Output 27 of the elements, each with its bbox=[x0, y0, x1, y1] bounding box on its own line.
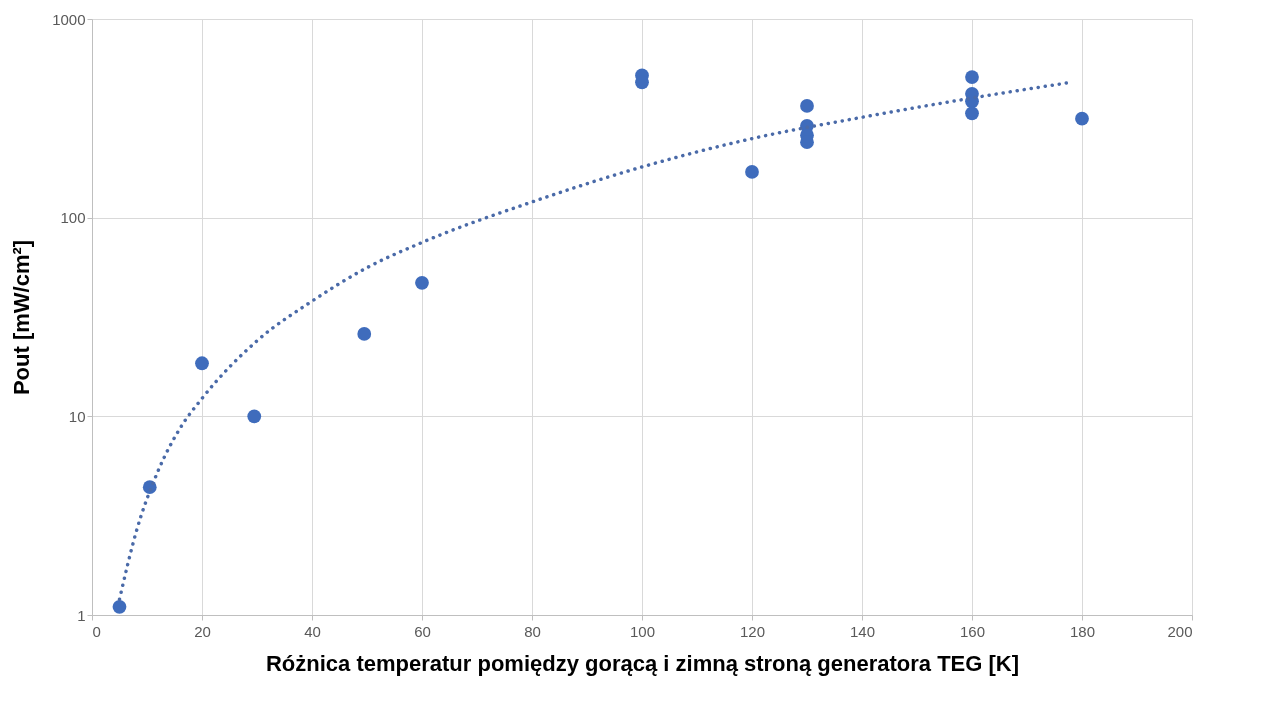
y-tick-label: 1000 bbox=[52, 10, 86, 28]
y-axis-title: Pout [mW/cm²] bbox=[9, 239, 35, 396]
x-tick-label: 160 bbox=[959, 622, 986, 640]
x-tick-label: 40 bbox=[304, 622, 321, 640]
y-tick-label: 100 bbox=[60, 209, 86, 227]
point bbox=[195, 356, 209, 371]
x-tick-label: 0 bbox=[92, 622, 101, 640]
point bbox=[415, 275, 429, 290]
x-tick-label: 180 bbox=[1069, 622, 1096, 640]
point bbox=[965, 106, 979, 121]
point bbox=[1075, 111, 1089, 126]
y-tick-label: 10 bbox=[68, 407, 86, 425]
point bbox=[800, 99, 814, 113]
point bbox=[357, 327, 372, 341]
x-tick-label: 200 bbox=[1167, 622, 1193, 640]
x-tick-label: 20 bbox=[194, 622, 211, 640]
x-tick-label: 60 bbox=[414, 622, 431, 640]
point bbox=[247, 409, 262, 424]
x-axis-title: Różnica temperatur pomiędzy gorącą i zimną stroną generatora TEG [K] bbox=[265, 650, 1020, 676]
x-tick-label: 140 bbox=[849, 622, 876, 640]
point bbox=[112, 599, 127, 614]
x-tick-label: 80 bbox=[524, 622, 541, 640]
x-tick-label: 120 bbox=[739, 622, 766, 640]
y-tick-label: 1 bbox=[77, 606, 86, 624]
x-tick-label: 100 bbox=[629, 622, 656, 640]
point bbox=[745, 165, 759, 179]
point bbox=[965, 70, 979, 84]
